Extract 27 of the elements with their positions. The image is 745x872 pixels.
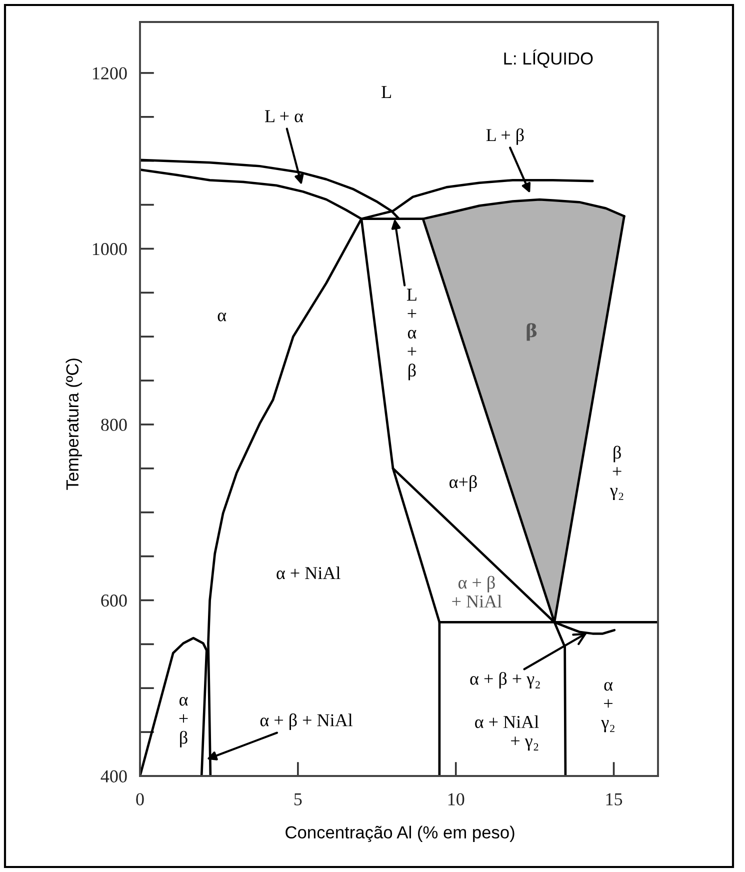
y-tick-label: 1000	[92, 242, 127, 256]
annotation: β	[526, 323, 537, 341]
annotation: β + γ₂	[610, 446, 624, 500]
annotation: L: LÍQUIDO	[504, 49, 593, 68]
annotation: α	[218, 312, 226, 322]
annotation: α+β	[450, 475, 477, 492]
annotation: α + NiAl	[276, 566, 340, 580]
y-tick-label: 1200	[92, 67, 127, 80]
annotation: α + γ₂	[601, 682, 614, 732]
y-tick-label: 800	[101, 418, 127, 431]
annotation: L + α + β	[406, 288, 416, 380]
y-tick-label: 600	[101, 594, 127, 607]
x-tick-label: 5	[294, 793, 302, 806]
x-tick-label: 10	[448, 793, 464, 806]
y-tick-label: 400	[100, 770, 127, 782]
annotation: α + β	[179, 697, 188, 748]
x-axis-title: Concentração Al (% em peso)	[286, 826, 514, 842]
annotation: α + β + NiAl	[452, 576, 502, 608]
y-axis-title: Temperatura (ºC)	[66, 358, 82, 490]
x-tick-label: 0	[136, 793, 144, 806]
x-tick-label: 15	[606, 793, 622, 806]
annotation: L	[382, 86, 391, 98]
annotation: α + β + γ₂	[470, 672, 540, 689]
annotation: α + β + NiAl	[260, 713, 353, 730]
annotation: L + α	[265, 110, 304, 122]
annotation: L + β	[486, 128, 524, 145]
annotation: α + NiAl + γ₂	[475, 715, 539, 751]
